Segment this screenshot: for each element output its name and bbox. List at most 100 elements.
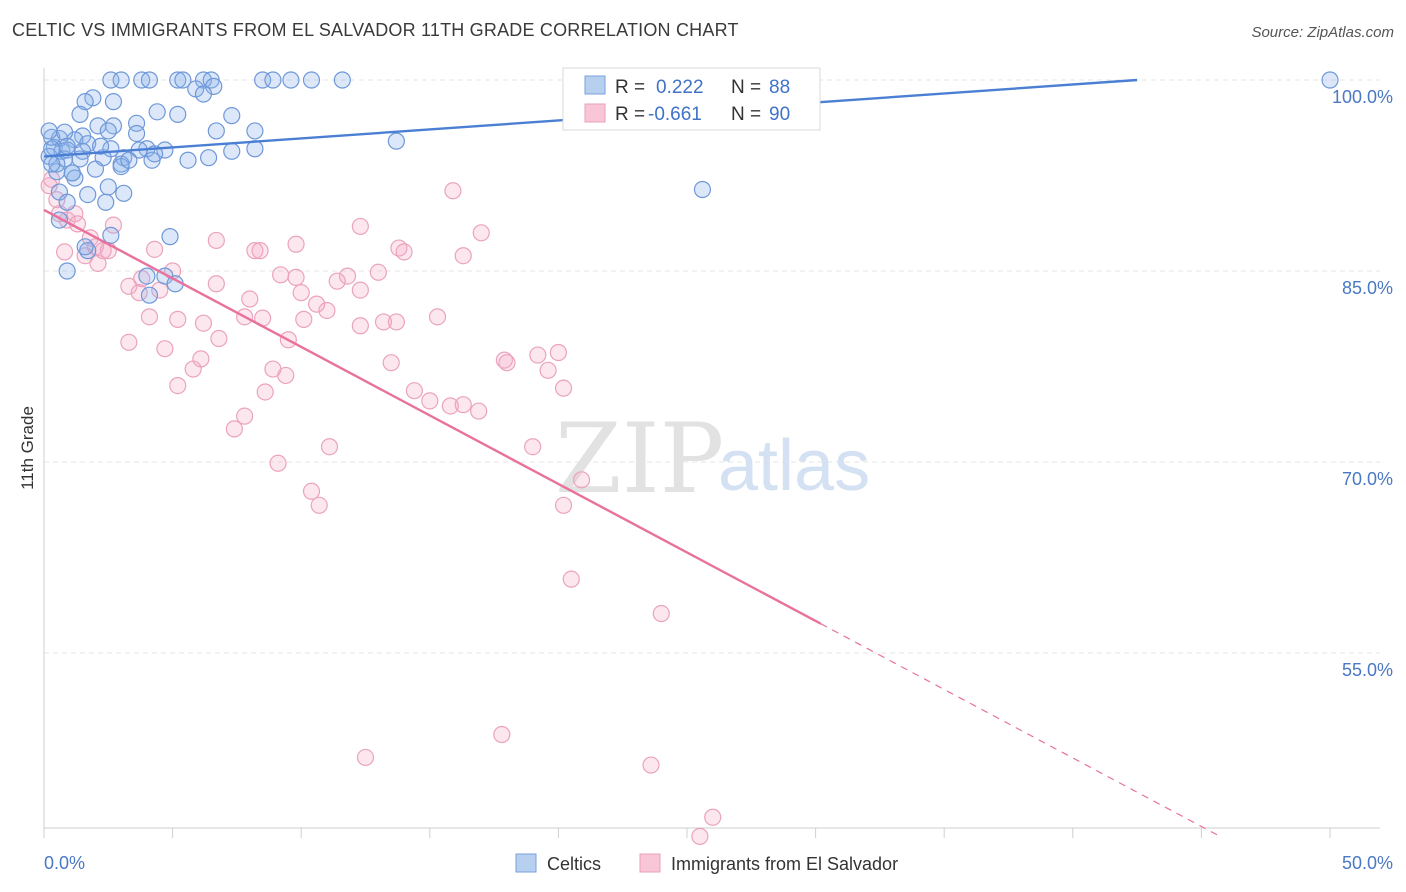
series-elsalvador-points: [40, 170, 722, 845]
point-elsalvador: [295, 310, 313, 328]
point-elsalvador: [308, 295, 326, 313]
point-elsalvador: [572, 471, 591, 489]
point-elsalvador: [554, 379, 573, 397]
point-celtic: [140, 286, 159, 304]
point-celtic: [63, 164, 81, 182]
point-celtic: [148, 103, 166, 121]
point-elsalvador: [318, 301, 336, 320]
point-celtic: [104, 117, 123, 135]
point-celtic: [140, 71, 159, 89]
point-celtic: [84, 89, 102, 107]
point-celtic: [1321, 71, 1339, 89]
legend-celtic-r-value: 0.222: [656, 77, 704, 98]
point-celtic: [127, 124, 146, 143]
point-celtic: [91, 137, 110, 155]
point-celtic: [58, 193, 76, 211]
point-celtic: [333, 71, 351, 89]
point-celtic: [115, 184, 133, 202]
point-elsalvador: [691, 827, 709, 845]
point-elsalvador: [287, 268, 305, 286]
point-elsalvador: [251, 242, 269, 260]
point-elsalvador: [704, 808, 722, 826]
point-elsalvador: [272, 266, 290, 284]
point-elsalvador: [140, 308, 159, 326]
legend-celtic-r-label: R =: [615, 77, 645, 98]
point-celtic: [127, 114, 146, 132]
point-celtic: [207, 122, 225, 140]
point-celtic: [40, 122, 58, 140]
point-elsalvador: [351, 317, 369, 335]
point-celtic: [112, 71, 130, 89]
x-tick-label-min: 0.0%: [44, 853, 85, 873]
point-celtic: [76, 93, 94, 111]
point-elsalvador: [351, 217, 369, 236]
y-tick-label: 100.0%: [1332, 87, 1393, 107]
point-elsalvador: [454, 396, 472, 414]
chart-title: CELTIC VS IMMIGRANTS FROM EL SALVADOR 11…: [12, 20, 739, 40]
point-celtic: [79, 186, 97, 204]
point-elsalvador: [130, 284, 148, 302]
y-tick-label: 70.0%: [1342, 469, 1393, 489]
legend-celtic-n-label: N =: [731, 77, 761, 98]
point-celtic: [99, 122, 117, 140]
point-elsalvador: [120, 277, 138, 295]
bottom-legend-celtic-label: Celtics: [547, 854, 601, 874]
watermark-atlas: atlas: [718, 426, 870, 506]
legend-elsalvador-n-value: 90: [769, 104, 790, 125]
legend-elsalvador-r-value: -0.661: [648, 104, 702, 125]
point-celtic: [102, 226, 120, 244]
point-elsalvador: [549, 343, 568, 362]
point-celtic: [138, 267, 156, 285]
correlation-legend: R = 0.222 N = 88 R = -0.661 N = 90: [562, 67, 821, 131]
point-elsalvador: [524, 438, 542, 456]
series-legend: Celtics Immigrants from El Salvador: [515, 853, 898, 874]
point-elsalvador: [539, 361, 557, 379]
point-celtic: [161, 228, 179, 246]
y-tick-labels: 55.0% 70.0% 85.0% 100.0%: [1332, 87, 1393, 680]
point-elsalvador: [256, 383, 274, 401]
point-elsalvador: [246, 242, 264, 260]
point-elsalvador: [120, 333, 138, 351]
point-elsalvador: [292, 284, 310, 302]
point-elsalvador: [55, 243, 74, 261]
point-celtic: [302, 71, 321, 89]
point-elsalvador: [498, 354, 516, 372]
point-elsalvador: [529, 346, 547, 364]
point-elsalvador: [493, 725, 511, 744]
point-celtic: [282, 71, 300, 89]
point-elsalvador: [454, 247, 472, 265]
point-celtic: [246, 122, 264, 140]
legend-celtic-n-value: 88: [769, 77, 790, 98]
point-celtic: [58, 137, 76, 155]
point-elsalvador: [395, 243, 413, 261]
point-elsalvador: [369, 263, 387, 281]
point-elsalvador: [338, 267, 357, 285]
point-elsalvador: [302, 482, 321, 500]
y-tick-label: 85.0%: [1342, 278, 1393, 298]
point-elsalvador: [382, 354, 400, 372]
point-elsalvador: [444, 182, 462, 200]
point-celtic: [264, 71, 282, 89]
x-ticks: [43, 828, 1331, 838]
point-elsalvador: [104, 216, 123, 234]
point-elsalvador: [328, 272, 346, 290]
point-celtic: [387, 132, 405, 150]
point-celtic: [55, 123, 74, 141]
point-celtic: [223, 142, 241, 160]
legend-elsalvador-n-label: N =: [731, 104, 761, 125]
y-tick-label: 55.0%: [1342, 660, 1393, 680]
point-celtic: [169, 71, 187, 89]
point-celtic: [194, 85, 213, 103]
point-celtic: [71, 105, 89, 123]
point-elsalvador: [554, 496, 573, 514]
point-elsalvador: [156, 340, 174, 358]
point-celtic: [174, 71, 192, 89]
trend-line-elsalvador: [43, 208, 822, 625]
point-celtic: [179, 151, 197, 169]
point-elsalvador: [374, 313, 393, 331]
trend-line-elsalvador-extension: [820, 623, 1223, 839]
point-elsalvador: [472, 224, 490, 242]
point-elsalvador: [495, 351, 513, 369]
point-elsalvador: [169, 377, 187, 395]
point-elsalvador: [356, 748, 375, 767]
